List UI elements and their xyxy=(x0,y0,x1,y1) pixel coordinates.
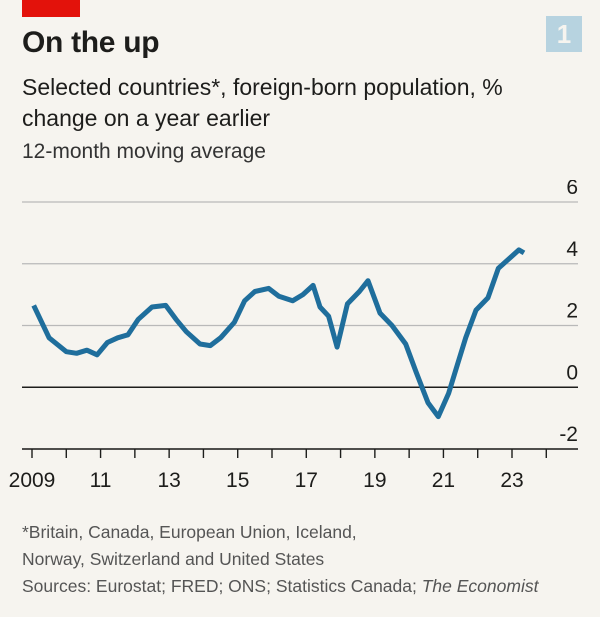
sources-line: Sources: Eurostat; FRED; ONS; Statistics… xyxy=(22,573,538,600)
x-tick-label: 21 xyxy=(432,469,455,492)
y-tick-label: 4 xyxy=(566,238,578,261)
footnote-countries-line1: *Britain, Canada, European Union, Icelan… xyxy=(22,522,357,542)
chart-subtitle: Selected countries*, foreign-born popula… xyxy=(22,74,503,131)
x-axis: 2009 11 13 15 17 19 21 23 xyxy=(9,448,578,492)
y-tick-label: 2 xyxy=(566,300,578,323)
chart-subnote: 12-month moving average xyxy=(22,140,266,163)
series-line xyxy=(31,247,526,420)
footnote: *Britain, Canada, European Union, Icelan… xyxy=(22,519,538,600)
x-tick-label: 15 xyxy=(226,469,249,492)
y-tick-labels: 6 4 2 0 -2 xyxy=(559,180,578,446)
y-tick-label: 6 xyxy=(566,180,578,199)
x-tick-label: 2009 xyxy=(9,469,56,492)
sources-publisher: The Economist xyxy=(421,576,539,596)
gridlines xyxy=(22,201,578,450)
chart-number-badge: 1 xyxy=(546,16,582,52)
y-tick-label: -2 xyxy=(559,423,578,446)
data-series xyxy=(31,247,526,420)
chart-title: On the up xyxy=(22,26,160,59)
x-tick-label: 11 xyxy=(90,469,112,492)
sources-text: Sources: Eurostat; FRED; ONS; Statistics… xyxy=(22,576,422,596)
y-tick-label: 0 xyxy=(566,361,578,384)
line-chart: 6 4 2 0 -2 2009 11 13 15 17 19 21 23 xyxy=(9,180,579,492)
footnote-countries-line2: Norway, Switzerland and United States xyxy=(22,549,325,569)
x-tick-label: 13 xyxy=(157,469,180,492)
x-tick-label: 23 xyxy=(500,469,523,492)
x-tick-label: 17 xyxy=(295,469,318,492)
economist-red-tag xyxy=(22,0,80,17)
x-tick-label: 19 xyxy=(363,469,386,492)
